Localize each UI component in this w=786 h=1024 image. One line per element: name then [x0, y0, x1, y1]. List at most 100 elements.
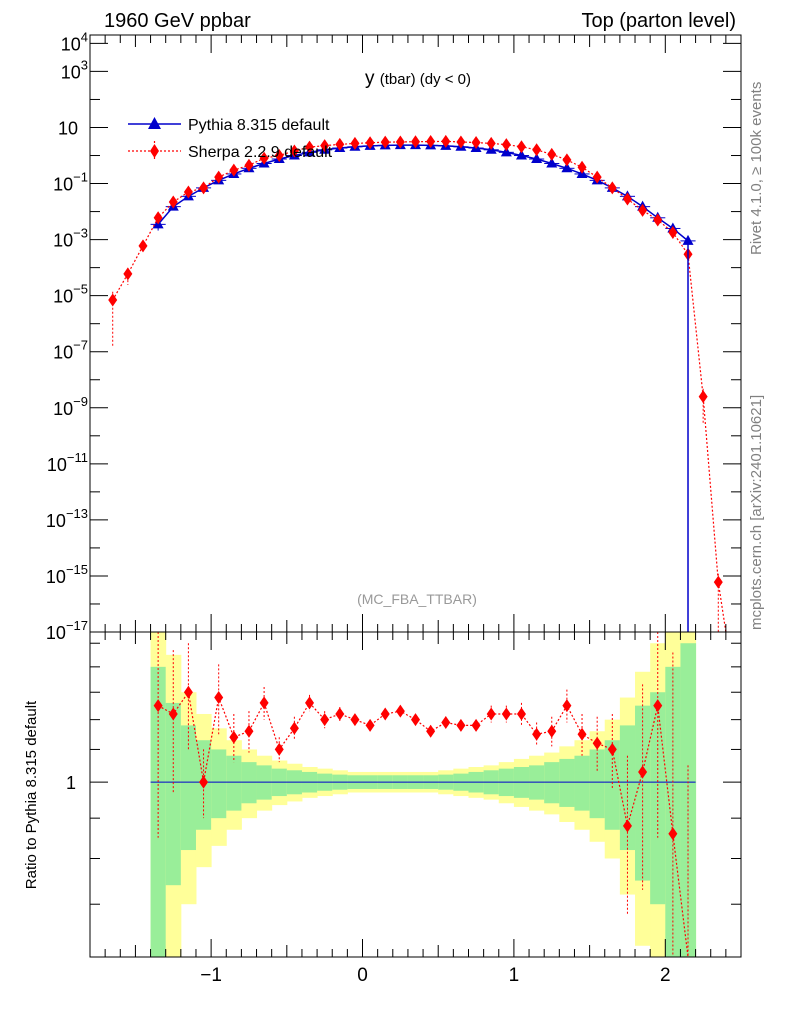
ratio-point — [577, 727, 587, 741]
ratio-point — [411, 713, 420, 727]
legend-sherpa-label: Sherpa 2.2.9 default — [188, 144, 333, 161]
sherpa-tail-line — [717, 582, 727, 633]
ratio-axes: 1 −1 0 1 2 — [66, 632, 742, 986]
sherpa-point — [244, 158, 254, 172]
sherpa-point — [229, 163, 239, 177]
legend-sherpa-marker — [150, 144, 159, 158]
plot-title: y (tbar) (dy < 0) — [365, 68, 471, 89]
rivet-version-label: Rivet 4.1.0, ≥ 100k events — [748, 82, 765, 255]
ratio-inner-band — [559, 758, 575, 807]
sherpa-point — [456, 135, 466, 149]
pythia-point — [531, 153, 543, 164]
sherpa-point — [638, 203, 648, 217]
ratio-y-tick-label: 1 — [66, 773, 76, 793]
ratio-y-axis-label: Ratio to Pythia 8.315 default — [23, 700, 40, 889]
ratio-inner-band — [589, 749, 606, 819]
sherpa-point — [547, 147, 557, 161]
ratio-point — [380, 707, 390, 721]
legend-pythia-marker — [148, 117, 161, 129]
sherpa-point — [214, 170, 224, 184]
ratio-point — [259, 696, 269, 710]
ratio-point — [335, 707, 345, 721]
y-tick-label: 10−11 — [47, 450, 88, 475]
sherpa-point — [199, 181, 209, 195]
ratio-point — [532, 727, 542, 741]
ratio-point — [395, 704, 405, 718]
ratio-point — [199, 775, 209, 789]
sherpa-point — [577, 160, 587, 174]
ratio-point — [289, 721, 299, 735]
ratio-point — [592, 736, 602, 750]
ratio-point — [653, 699, 663, 713]
y-tick-label: 10−1 — [53, 170, 88, 195]
y-tick-label: 10−9 — [53, 394, 88, 419]
y-tick-label: 10 — [58, 118, 78, 138]
ratio-plot-frame — [89, 631, 742, 958]
pythia-point — [500, 146, 512, 157]
ratio-inner-band — [544, 762, 560, 804]
pythia-point — [546, 157, 558, 168]
y-tick-label: 10−15 — [46, 562, 88, 587]
ratio-point — [365, 718, 375, 732]
ratio-point — [622, 819, 632, 833]
analysis-watermark: (MC_FBA_TTBAR) — [357, 591, 477, 607]
sherpa-point — [562, 153, 572, 167]
ratio-point — [274, 742, 284, 756]
sherpa-point — [501, 138, 511, 152]
sherpa-point — [138, 239, 148, 253]
sherpa-point — [305, 140, 315, 154]
sherpa-point — [168, 195, 178, 209]
ratio-point — [638, 765, 648, 779]
sherpa-point — [532, 143, 542, 157]
x-tick-label: 1 — [509, 965, 520, 986]
ratio-point — [501, 707, 511, 721]
pythia-point — [682, 234, 694, 245]
sherpa-point — [153, 211, 163, 225]
sherpa-point — [441, 134, 451, 148]
ratio-inner-band — [211, 749, 227, 819]
pythia-point — [561, 162, 573, 173]
ratio-point — [547, 724, 557, 738]
ratio-point — [183, 685, 193, 699]
sherpa-point — [335, 137, 345, 151]
ratio-point — [486, 707, 496, 721]
sherpa-point — [411, 135, 420, 149]
sherpa-series-line — [112, 140, 719, 583]
pythia-point — [515, 149, 527, 160]
mcplots-credit-label: mcplots.cern.ch [arXiv:2401.10621] — [748, 395, 765, 630]
header-energy-label: 1960 GeV ppbar — [104, 10, 251, 32]
ratio-inner-band — [226, 755, 242, 811]
sherpa-point — [486, 136, 496, 150]
sherpa-point — [471, 136, 481, 150]
sherpa-point — [365, 136, 375, 150]
ratio-point — [668, 827, 678, 841]
ratio-point — [471, 718, 481, 732]
y-tick-label: 10−13 — [46, 506, 88, 531]
sherpa-point — [668, 225, 678, 239]
sherpa-point — [426, 135, 436, 149]
main-plot-area — [108, 134, 727, 633]
ratio-point — [320, 713, 330, 727]
ratio-inner-band — [165, 702, 182, 886]
x-tick-label: −1 — [200, 965, 222, 986]
ratio-point — [305, 696, 315, 710]
y-tick-label: 10−7 — [53, 338, 88, 363]
ratio-inner-band — [665, 666, 681, 957]
ratio-point — [607, 742, 617, 756]
sherpa-point — [289, 144, 299, 158]
main-axes: 10−17 10−15 10−13 10−11 10−9 10−7 10−5 10−3 10−1… — [46, 29, 742, 643]
sherpa-point — [395, 135, 405, 149]
y-tick-label: 10−5 — [53, 282, 88, 307]
ratio-inner-band — [680, 643, 697, 957]
ratio-point — [214, 691, 224, 705]
sherpa-point — [259, 151, 269, 165]
legend-pythia-label: Pythia 8.315 default — [188, 117, 330, 134]
y-tick-label: 10−17 — [46, 618, 88, 643]
sherpa-point — [108, 293, 118, 307]
sherpa-point — [516, 140, 526, 154]
ratio-point — [426, 724, 436, 738]
sherpa-point — [622, 192, 632, 206]
sherpa-point — [350, 136, 360, 150]
ratio-point — [244, 724, 254, 738]
